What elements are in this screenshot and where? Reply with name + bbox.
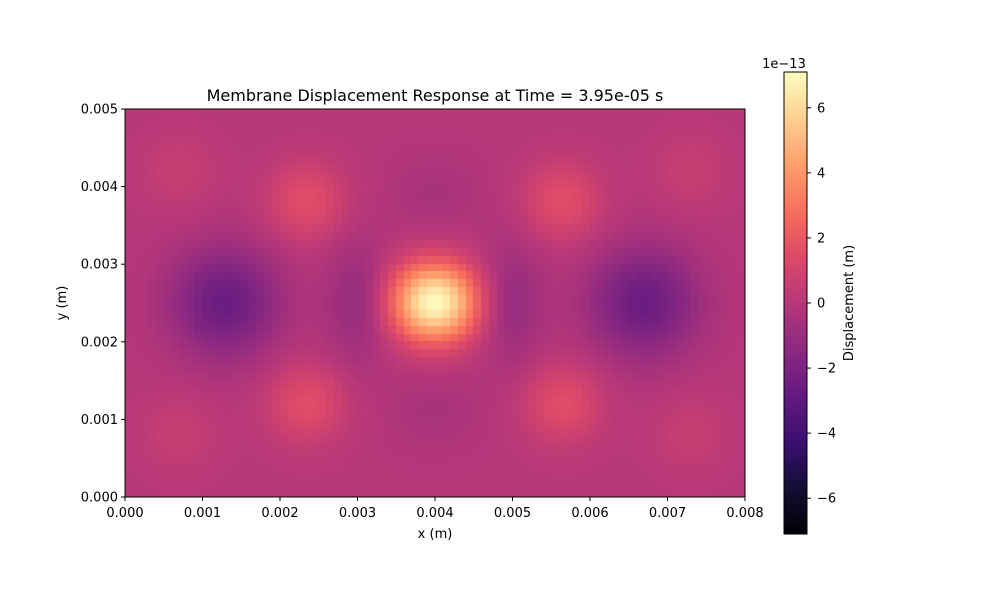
y-tick-label: 0.002	[81, 335, 118, 350]
colorbar-tick-label: 4	[817, 166, 825, 181]
y-tick-label: 0.005	[81, 103, 118, 118]
y-tick-label: 0.001	[81, 413, 118, 428]
colorbar-tick-label: 6	[817, 101, 825, 116]
x-axis-label: x (m)	[418, 527, 453, 542]
colorbar-tick-label: −4	[817, 427, 836, 442]
x-tick-label: 0.000	[106, 506, 143, 521]
colorbar-tick-label: 2	[817, 231, 825, 246]
colorbar-tick-label: −2	[817, 362, 836, 377]
colorbar-ticks: −6 −4 −2 0 2 4 6	[807, 101, 836, 507]
y-tick-label: 0.003	[81, 258, 118, 273]
x-tick-label: 0.008	[726, 506, 763, 521]
x-tick-label: 0.006	[571, 506, 608, 521]
y-axis: 0.000 0.001 0.002 0.003 0.004 0.005	[81, 103, 125, 506]
colorbar-label: Displacement (m)	[842, 245, 857, 361]
x-tick-label: 0.007	[649, 506, 686, 521]
x-tick-label: 0.001	[184, 506, 221, 521]
colorbar-gradient	[783, 71, 808, 535]
plot-area	[124, 108, 746, 498]
x-tick-label: 0.005	[494, 506, 531, 521]
colorbar-tick-label: 0	[817, 297, 825, 312]
colorbar-scale-label: 1e−13	[762, 57, 806, 72]
x-tick-label: 0.004	[416, 506, 453, 521]
x-tick-label: 0.003	[339, 506, 376, 521]
x-axis: 0.000 0.001 0.002 0.003 0.004 0.005 0.006 0.007…	[106, 497, 764, 521]
heatmap-canvas	[125, 109, 745, 497]
y-tick-label: 0.004	[81, 180, 118, 195]
colorbar-tick-label: −6	[817, 492, 836, 507]
colorbar: −6 −4 −2 0 2 4 6 1e−13 Displacement (m)	[762, 57, 857, 535]
y-tick-label: 0.000	[81, 491, 118, 506]
y-axis-label: y (m)	[55, 286, 70, 321]
x-tick-label: 0.002	[261, 506, 298, 521]
chart-title: Membrane Displacement Response at Time =…	[207, 86, 664, 105]
